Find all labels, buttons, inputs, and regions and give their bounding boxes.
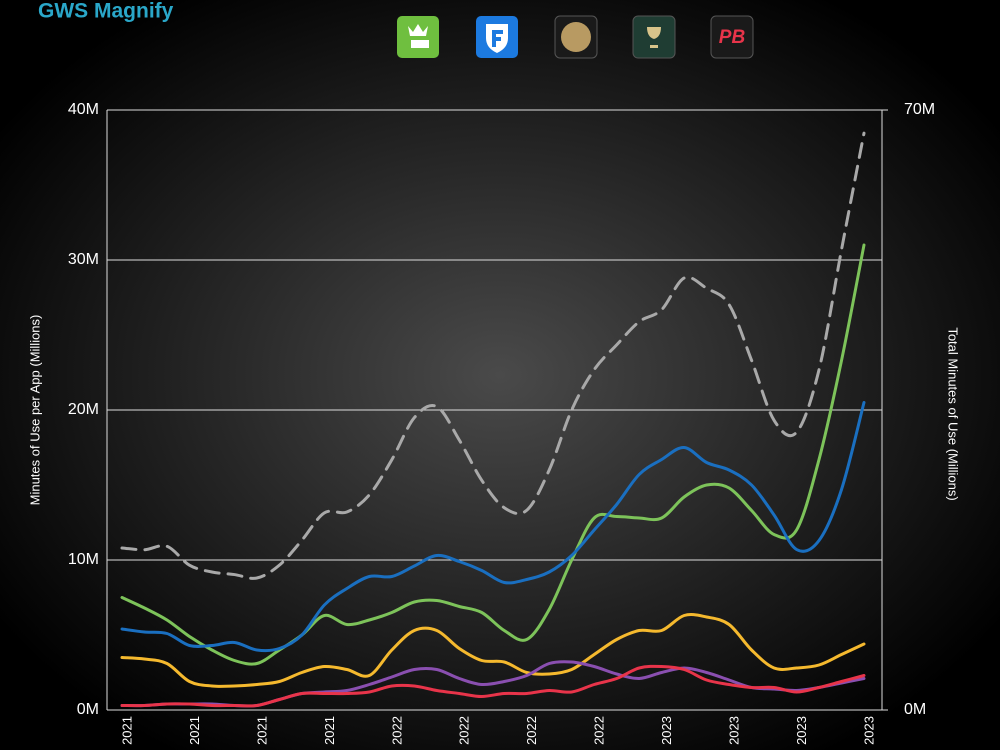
y-tick-label: 20M: [68, 401, 99, 418]
logo-icon: [561, 22, 591, 52]
line-series: [120, 613, 866, 688]
legend-label: PB: [719, 27, 746, 48]
x-tick-label: 2023: [861, 716, 876, 745]
x-tick-label: 2022: [592, 716, 607, 745]
x-tick-label: 2022: [524, 716, 539, 745]
y2-tick-label: 70M: [904, 101, 935, 118]
y-axis-label: Minutes of Use per App (Millions): [27, 315, 42, 506]
logo-pointsbet: [710, 15, 754, 59]
line-series: [120, 664, 866, 708]
x-tick-label: 2023: [727, 716, 742, 745]
logos: [397, 15, 754, 59]
x-tick-label: 2021: [322, 716, 337, 745]
logo-icon: [492, 30, 503, 47]
y-tick-label: 30M: [68, 251, 99, 268]
y2-axis-label: Total Minutes of Use (Millions): [946, 327, 961, 500]
logo-icon: [408, 24, 429, 48]
line-series: [120, 243, 866, 666]
line-series: [120, 131, 866, 580]
x-tick-label: 2021: [187, 716, 202, 745]
y-tick-label: 40M: [68, 101, 99, 118]
logo-draftkings: [397, 16, 439, 58]
x-tick-label: 2023: [794, 716, 809, 745]
y-tick-label: 10M: [68, 551, 99, 568]
x-tick-label: 2023: [659, 716, 674, 745]
logo-icon: [647, 27, 661, 48]
x-tick-label: 2021: [119, 716, 134, 745]
line-series: [120, 401, 866, 653]
y-tick-label: 0M: [77, 701, 99, 718]
y2-tick-label: 0M: [904, 701, 926, 718]
x-tick-label: 2022: [457, 716, 472, 745]
x-tick-label: 2022: [389, 716, 404, 745]
x-tick-label: 2021: [254, 716, 269, 745]
chart-title: GWS Magnify: [38, 0, 174, 23]
